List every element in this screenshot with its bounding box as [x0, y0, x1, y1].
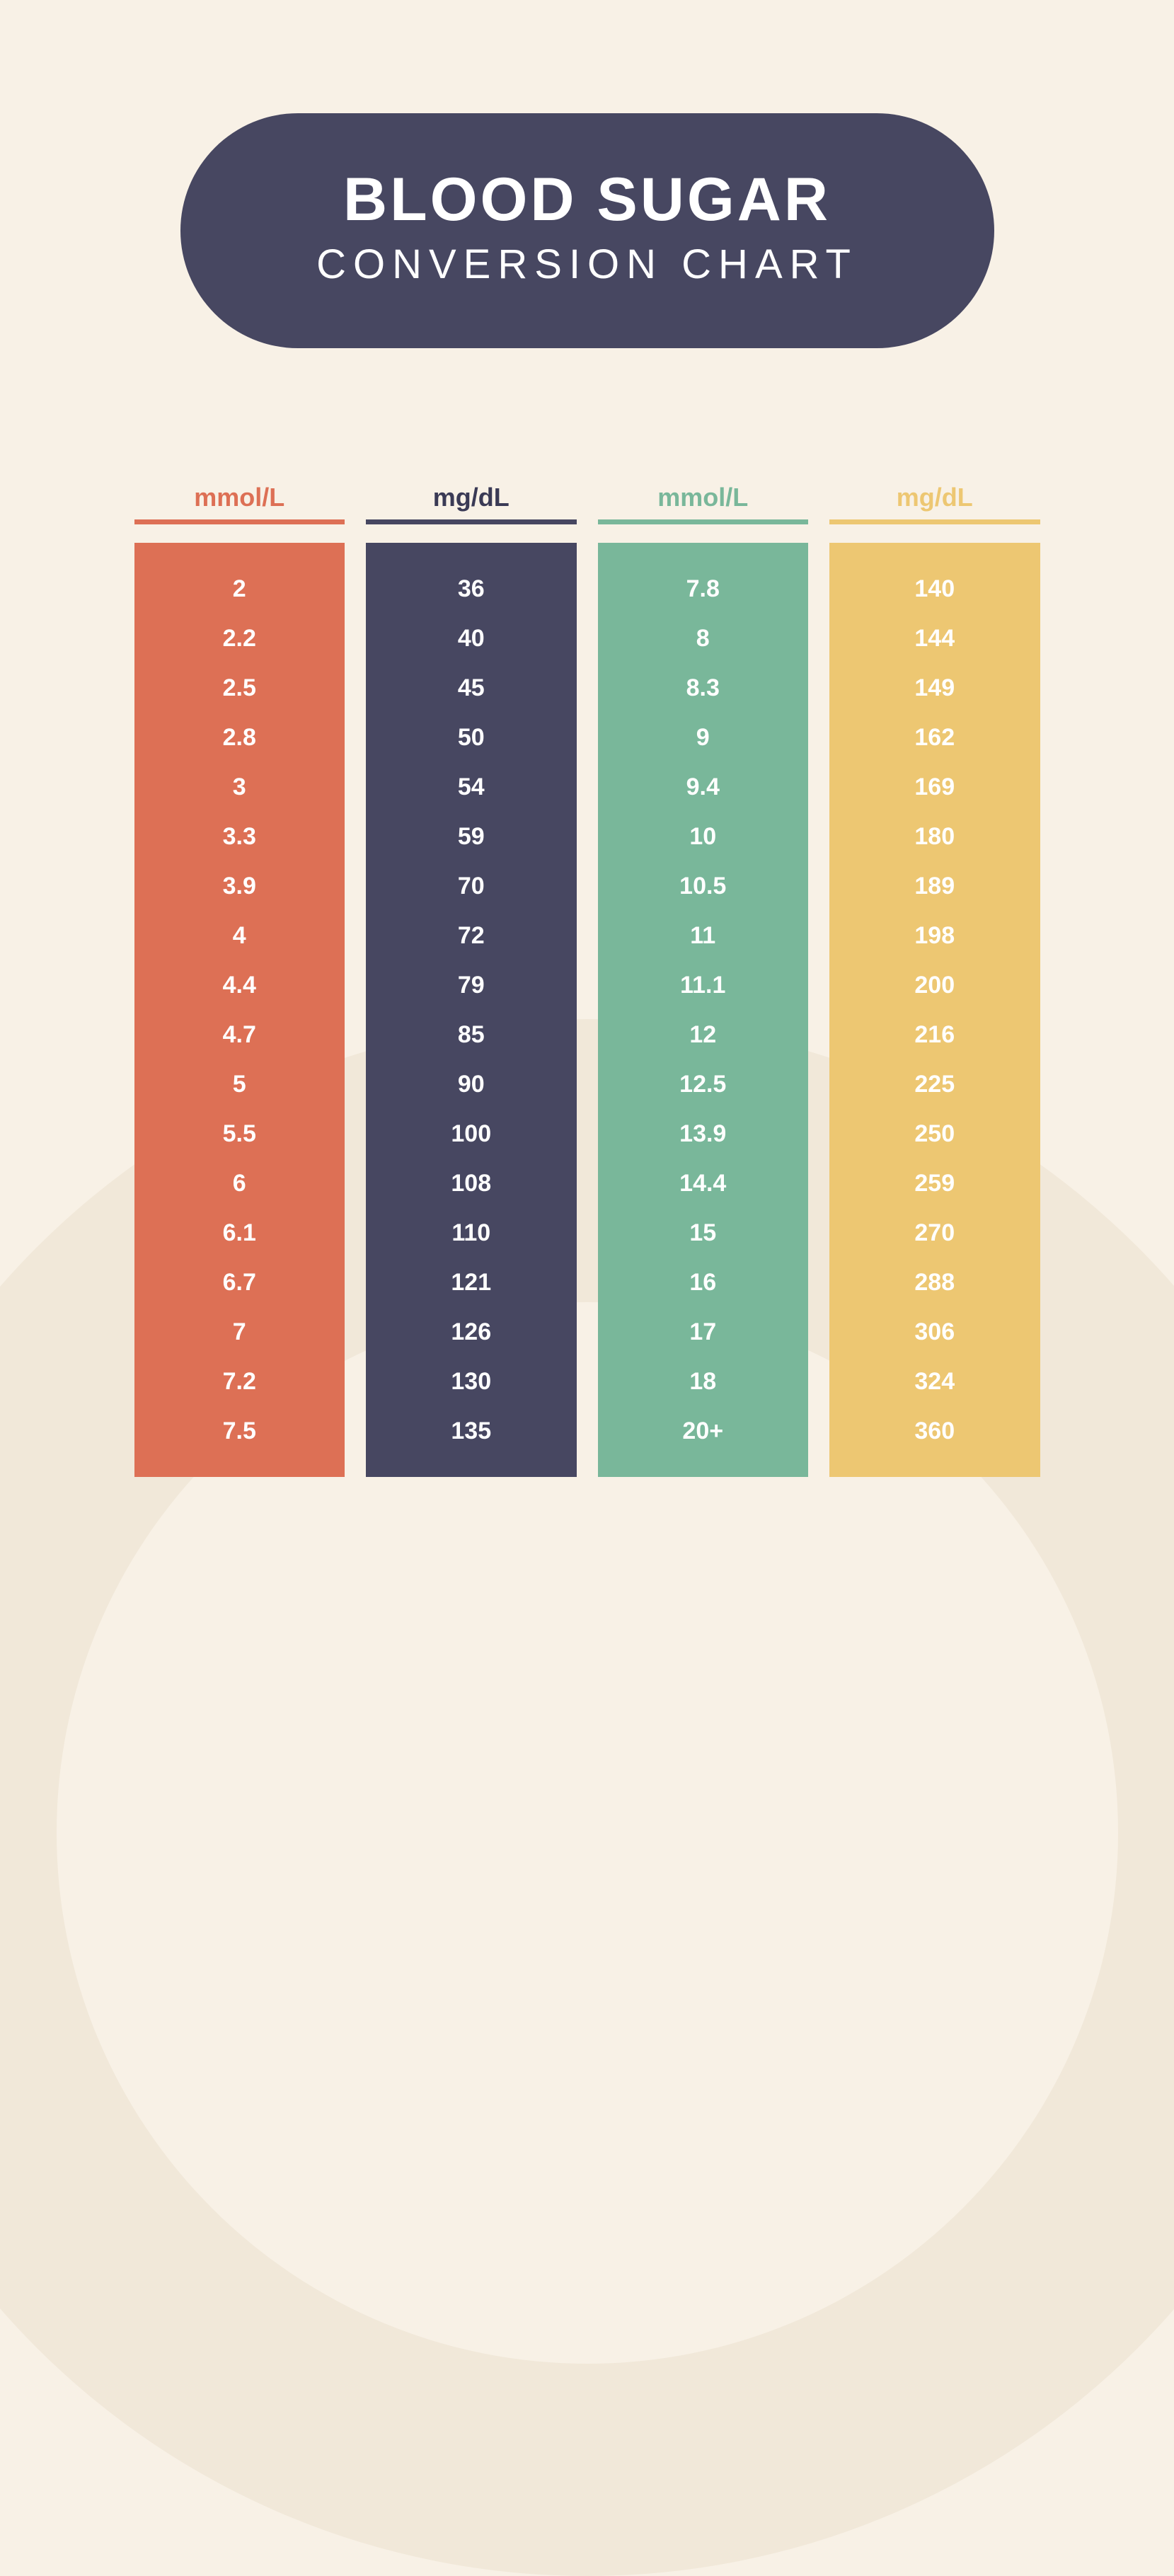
- table-cell: 2: [134, 564, 345, 614]
- table-cell: 18: [598, 1357, 809, 1406]
- table-cell: 12.5: [598, 1059, 809, 1109]
- table-cell: 7.2: [134, 1357, 345, 1406]
- table-cell: 6.1: [134, 1208, 345, 1258]
- table-cell: 149: [829, 663, 1040, 713]
- column-underline: [134, 519, 345, 524]
- table-cell: 59: [366, 812, 577, 861]
- column-header: mg/dL: [366, 483, 577, 519]
- table-cell: 110: [366, 1208, 577, 1258]
- table-cell: 126: [366, 1307, 577, 1357]
- table-cell: 14.4: [598, 1158, 809, 1208]
- table-cell: 108: [366, 1158, 577, 1208]
- table-cell: 36: [366, 564, 577, 614]
- column-body: 22.22.52.833.33.944.44.755.566.16.777.27…: [134, 543, 345, 1477]
- table-cell: 90: [366, 1059, 577, 1109]
- table-cell: 8: [598, 614, 809, 663]
- table-cell: 40: [366, 614, 577, 663]
- column-underline: [366, 519, 577, 524]
- table-cell: 121: [366, 1258, 577, 1307]
- table-cell: 13.9: [598, 1109, 809, 1158]
- table-cell: 270: [829, 1208, 1040, 1258]
- table-cell: 3: [134, 762, 345, 812]
- table-cell: 135: [366, 1406, 577, 1456]
- table-cell: 306: [829, 1307, 1040, 1357]
- table-cell: 200: [829, 960, 1040, 1010]
- table-cell: 216: [829, 1010, 1040, 1059]
- column-header: mg/dL: [829, 483, 1040, 519]
- column-underline: [598, 519, 809, 524]
- table-column: mg/dL14014414916216918018919820021622525…: [829, 483, 1040, 1477]
- table-cell: 15: [598, 1208, 809, 1258]
- conversion-table: mmol/L 22.22.52.833.33.944.44.755.566.16.…: [134, 483, 1040, 1477]
- table-column: mmol/L7.888.399.41010.51111.11212.513.91…: [598, 483, 809, 1477]
- header-pill: BLOOD SUGAR CONVERSION CHART: [180, 113, 994, 348]
- table-cell: 79: [366, 960, 577, 1010]
- table-cell: 2.5: [134, 663, 345, 713]
- table-cell: 100: [366, 1109, 577, 1158]
- table-cell: 324: [829, 1357, 1040, 1406]
- title-line2: CONVERSION CHART: [180, 241, 994, 288]
- table-cell: 85: [366, 1010, 577, 1059]
- table-cell: 4.7: [134, 1010, 345, 1059]
- title-line1: BLOOD SUGAR: [180, 166, 994, 234]
- table-cell: 4.4: [134, 960, 345, 1010]
- table-cell: 259: [829, 1158, 1040, 1208]
- table-cell: 3.9: [134, 861, 345, 911]
- table-cell: 11.1: [598, 960, 809, 1010]
- table-cell: 198: [829, 911, 1040, 960]
- table-cell: 8.3: [598, 663, 809, 713]
- table-cell: 250: [829, 1109, 1040, 1158]
- table-cell: 9.4: [598, 762, 809, 812]
- table-cell: 144: [829, 614, 1040, 663]
- table-column: mg/dL36404550545970727985901001081101211…: [366, 483, 577, 1477]
- table-cell: 7: [134, 1307, 345, 1357]
- table-cell: 16: [598, 1258, 809, 1307]
- table-cell: 2.2: [134, 614, 345, 663]
- table-cell: 6: [134, 1158, 345, 1208]
- table-cell: 162: [829, 713, 1040, 762]
- table-cell: 360: [829, 1406, 1040, 1456]
- table-cell: 288: [829, 1258, 1040, 1307]
- table-cell: 130: [366, 1357, 577, 1406]
- table-cell: 17: [598, 1307, 809, 1357]
- table-cell: 20+: [598, 1406, 809, 1456]
- table-cell: 10: [598, 812, 809, 861]
- table-cell: 7.8: [598, 564, 809, 614]
- table-cell: 3.3: [134, 812, 345, 861]
- column-header: mmol/L: [598, 483, 809, 519]
- table-cell: 2.8: [134, 713, 345, 762]
- table-cell: 7.5: [134, 1406, 345, 1456]
- table-cell: 5: [134, 1059, 345, 1109]
- table-cell: 45: [366, 663, 577, 713]
- table-cell: 189: [829, 861, 1040, 911]
- column-body: 1401441491621691801891982002162252502592…: [829, 543, 1040, 1477]
- table-cell: 140: [829, 564, 1040, 614]
- table-cell: 180: [829, 812, 1040, 861]
- table-cell: 6.7: [134, 1258, 345, 1307]
- table-column: mmol/L 22.22.52.833.33.944.44.755.566.16.…: [134, 483, 345, 1477]
- column-underline: [829, 519, 1040, 524]
- table-cell: 4: [134, 911, 345, 960]
- column-body: 3640455054597072798590100108110121126130…: [366, 543, 577, 1477]
- table-cell: 11: [598, 911, 809, 960]
- column-header: mmol/L: [134, 483, 345, 519]
- table-cell: 5.5: [134, 1109, 345, 1158]
- table-cell: 9: [598, 713, 809, 762]
- table-cell: 10.5: [598, 861, 809, 911]
- column-body: 7.888.399.41010.51111.11212.513.914.4151…: [598, 543, 809, 1477]
- table-cell: 72: [366, 911, 577, 960]
- table-cell: 169: [829, 762, 1040, 812]
- table-cell: 12: [598, 1010, 809, 1059]
- table-cell: 70: [366, 861, 577, 911]
- table-cell: 50: [366, 713, 577, 762]
- content-wrapper: BLOOD SUGAR CONVERSION CHART mmol/L22.22…: [0, 113, 1174, 1477]
- table-cell: 54: [366, 762, 577, 812]
- table-cell: 225: [829, 1059, 1040, 1109]
